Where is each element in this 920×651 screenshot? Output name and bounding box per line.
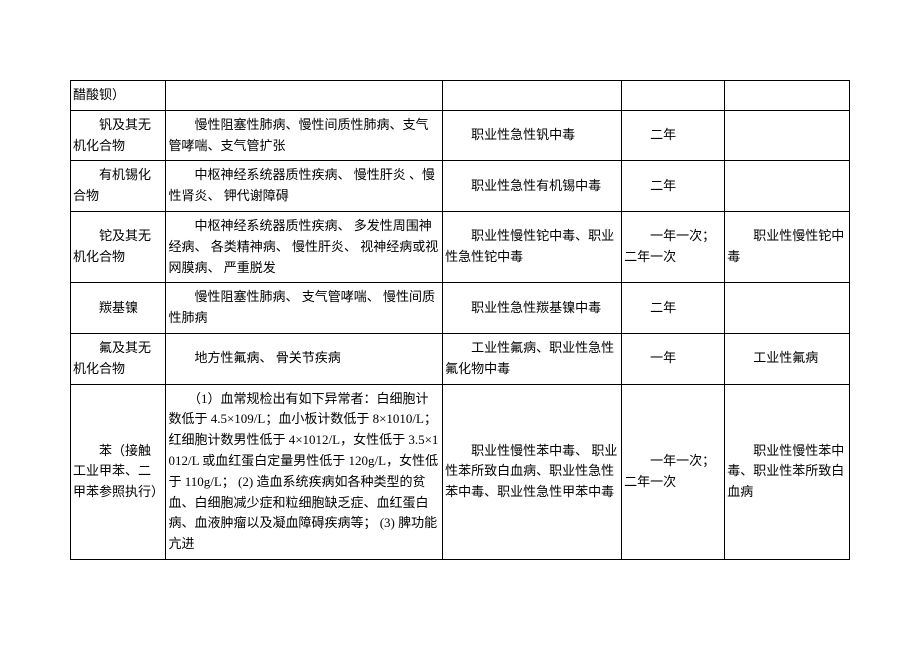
cell-contraindication: 中枢神经系统器质性疾病、 慢性肝炎 、慢性肾炎、 钾代谢障碍 [166, 161, 443, 212]
cell-contraindication: 慢性阻塞性肺病、慢性间质性肺病、支气管哮喘、支气管扩张 [166, 110, 443, 161]
table-row: 醋酸钡） [71, 81, 850, 111]
cell-offjob-disease [725, 283, 850, 334]
table-row: 有机锡化合物 中枢神经系统器质性疾病、 慢性肝炎 、慢性肾炎、 钾代谢障碍 职业… [71, 161, 850, 212]
cell-target-disease: 工业性氟病、职业性急性氟化物中毒 [443, 333, 622, 384]
cell-period: 二年 [622, 283, 725, 334]
cell-contraindication: 中枢神经系统器质性疾病、 多发性周围神经病、 各类精神病、 慢性肝炎、 视神经病… [166, 211, 443, 282]
cell-contraindication: 慢性阻塞性肺病、 支气管哮喘、 慢性间质性肺病 [166, 283, 443, 334]
cell-period: 二年 [622, 110, 725, 161]
cell-offjob-disease: 职业性慢性苯中毒、职业性苯所致白血病 [725, 384, 850, 559]
cell-period: 一年一次；二年一次 [622, 211, 725, 282]
cell-period: 二年 [622, 161, 725, 212]
cell-target-disease: 职业性急性有机锡中毒 [443, 161, 622, 212]
cell-contraindication [166, 81, 443, 111]
cell-contraindication: 地方性氟病、 骨关节疾病 [166, 333, 443, 384]
cell-substance: 醋酸钡） [71, 81, 166, 111]
table-row: 羰基镍 慢性阻塞性肺病、 支气管哮喘、 慢性间质性肺病 职业性急性羰基镍中毒 二… [71, 283, 850, 334]
cell-target-disease: 职业性慢性铊中毒、职业性急性铊中毒 [443, 211, 622, 282]
table-row: 氟及其无机化合物 地方性氟病、 骨关节疾病 工业性氟病、职业性急性氟化物中毒 一… [71, 333, 850, 384]
cell-period: 一年一次；二年一次 [622, 384, 725, 559]
cell-target-disease: 职业性慢性苯中毒、 职业性苯所致白血病、职业性急性苯中毒、职业性急性甲苯中毒 [443, 384, 622, 559]
cell-target-disease: 职业性急性钒中毒 [443, 110, 622, 161]
cell-substance: 氟及其无机化合物 [71, 333, 166, 384]
cell-substance: 铊及其无机化合物 [71, 211, 166, 282]
cell-offjob-disease [725, 110, 850, 161]
cell-offjob-disease [725, 161, 850, 212]
cell-offjob-disease [725, 81, 850, 111]
table-row: 铊及其无机化合物 中枢神经系统器质性疾病、 多发性周围神经病、 各类精神病、 慢… [71, 211, 850, 282]
cell-substance: 钒及其无机化合物 [71, 110, 166, 161]
cell-period [622, 81, 725, 111]
document-page: 醋酸钡） 钒及其无机化合物 慢性阻塞性肺病、慢性间质性肺病、支气管哮喘、支气管扩… [0, 0, 920, 651]
occupational-disease-table: 醋酸钡） 钒及其无机化合物 慢性阻塞性肺病、慢性间质性肺病、支气管哮喘、支气管扩… [70, 80, 850, 560]
table-row: 苯（接触工业甲苯、二甲苯参照执行） （1）血常规检出有如下异常者：白细胞计数低于… [71, 384, 850, 559]
cell-contraindication: （1）血常规检出有如下异常者：白细胞计数低于 4.5×109/L；血小板计数低于… [166, 384, 443, 559]
cell-offjob-disease: 职业性慢性铊中毒 [725, 211, 850, 282]
cell-substance: 有机锡化合物 [71, 161, 166, 212]
cell-period: 一年 [622, 333, 725, 384]
cell-substance: 苯（接触工业甲苯、二甲苯参照执行） [71, 384, 166, 559]
cell-offjob-disease: 工业性氟病 [725, 333, 850, 384]
cell-target-disease [443, 81, 622, 111]
cell-target-disease: 职业性急性羰基镍中毒 [443, 283, 622, 334]
table-row: 钒及其无机化合物 慢性阻塞性肺病、慢性间质性肺病、支气管哮喘、支气管扩张 职业性… [71, 110, 850, 161]
cell-substance: 羰基镍 [71, 283, 166, 334]
